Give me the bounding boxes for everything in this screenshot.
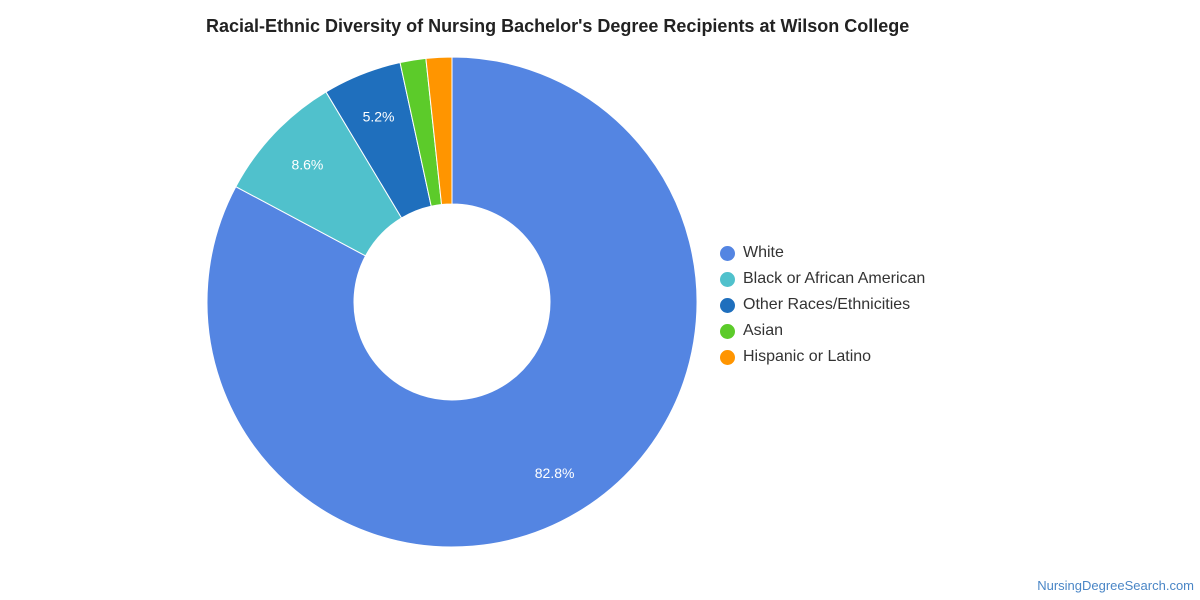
data-label-white: 82.8%	[535, 465, 575, 481]
legend-label: Other Races/Ethnicities	[743, 296, 911, 313]
data-label-black-or-african-american: 8.6%	[291, 157, 323, 173]
legend-swatch	[720, 349, 735, 365]
legend-item-black-or-african-american[interactable]: Black or African American	[720, 266, 925, 292]
legend-item-asian[interactable]: Asian	[720, 318, 925, 344]
site-watermark[interactable]: NursingDegreeSearch.com	[1037, 578, 1194, 593]
legend-swatch	[720, 271, 735, 287]
slice-hispanic-or-latino[interactable]	[425, 56, 453, 206]
legend-swatch	[720, 245, 735, 261]
legend-label: White	[743, 244, 784, 261]
legend-label: Asian	[743, 322, 784, 339]
legend-item-white[interactable]: White	[720, 240, 925, 266]
data-label-other-races-ethnicities: 5.2%	[363, 109, 395, 125]
slice-white[interactable]	[206, 56, 698, 548]
chart-legend: White Black or African American Other Race…	[720, 240, 925, 370]
legend-item-hispanic-or-latino[interactable]: Hispanic or Latino	[720, 344, 925, 370]
legend-label: Hispanic or Latino	[743, 348, 872, 365]
legend-label: Black or African American	[743, 270, 926, 287]
legend-swatch	[720, 297, 735, 313]
chart-title: Racial-Ethnic Diversity of Nursing Bache…	[206, 16, 910, 36]
legend-swatch	[720, 323, 735, 339]
legend-item-other-races-ethnicities[interactable]: Other Races/Ethnicities	[720, 292, 925, 318]
